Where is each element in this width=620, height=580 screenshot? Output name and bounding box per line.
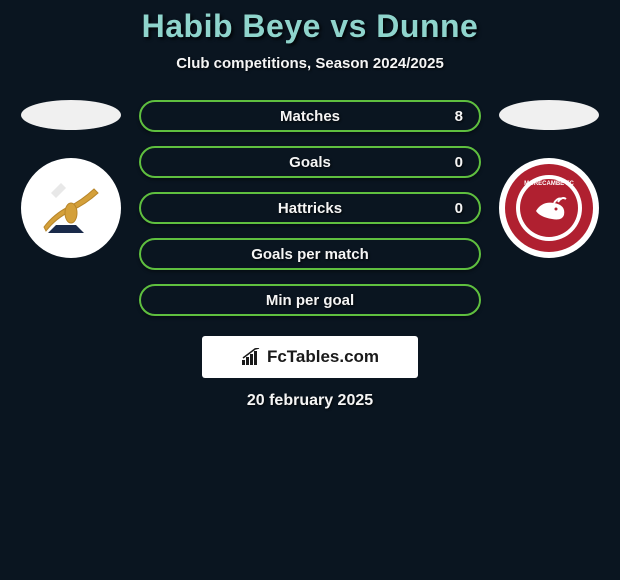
player-avatar-right xyxy=(499,100,599,130)
club-crest-right: MORECAMBE FC xyxy=(499,158,599,258)
club-crest-left xyxy=(21,158,121,258)
main-row: Matches 8 Goals 0 Hattricks 0 Goals per … xyxy=(0,100,620,316)
stat-label: Min per goal xyxy=(266,292,354,309)
stat-bar-hattricks: Hattricks 0 xyxy=(139,192,481,224)
right-column: MORECAMBE FC xyxy=(499,100,599,258)
stat-label: Goals xyxy=(289,154,331,171)
stat-value: 0 xyxy=(455,154,463,171)
page-title: Habib Beye vs Dunne xyxy=(0,8,620,45)
stat-bar-goals: Goals 0 xyxy=(139,146,481,178)
stat-label: Hattricks xyxy=(278,200,342,217)
brand-badge: FcTables.com xyxy=(202,336,418,378)
crest-right-icon: MORECAMBE FC xyxy=(504,163,594,253)
crest-left-icon xyxy=(26,163,116,253)
stat-bar-gpm: Goals per match xyxy=(139,238,481,270)
brand-text: FcTables.com xyxy=(267,347,379,367)
left-column xyxy=(21,100,121,258)
svg-text:MORECAMBE FC: MORECAMBE FC xyxy=(524,181,574,187)
stats-bars: Matches 8 Goals 0 Hattricks 0 Goals per … xyxy=(139,100,481,316)
stat-value: 8 xyxy=(455,108,463,125)
stat-label: Goals per match xyxy=(251,246,369,263)
infographic-root: Habib Beye vs Dunne Club competitions, S… xyxy=(0,0,620,410)
stat-value: 0 xyxy=(455,200,463,217)
stat-bar-mpg: Min per goal xyxy=(139,284,481,316)
stat-bar-matches: Matches 8 xyxy=(139,100,481,132)
subtitle: Club competitions, Season 2024/2025 xyxy=(0,55,620,72)
date-text: 20 february 2025 xyxy=(0,392,620,410)
stat-label: Matches xyxy=(280,108,340,125)
chart-icon xyxy=(241,348,263,366)
player-avatar-left xyxy=(21,100,121,130)
